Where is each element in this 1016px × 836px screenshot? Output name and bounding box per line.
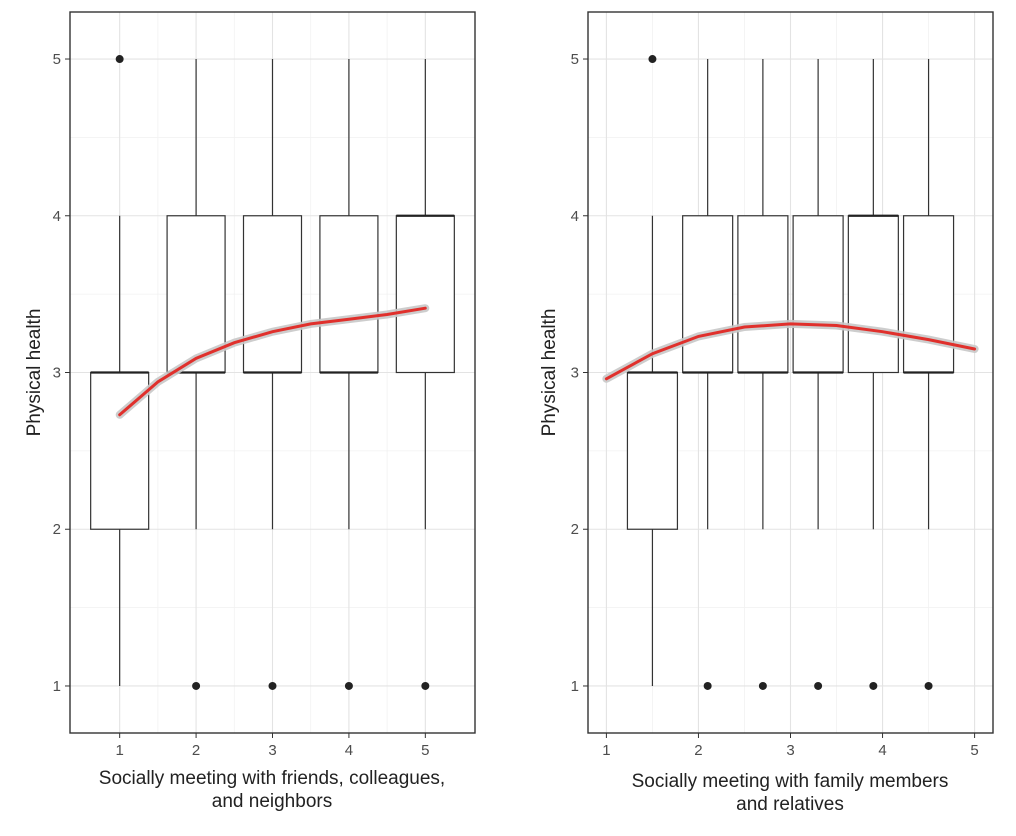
x-axis-title-line-2: and relatives <box>736 794 844 815</box>
x-axis-title-line-2: and neighbors <box>212 791 332 812</box>
y-axis-title: Physical health <box>539 309 560 437</box>
box-group-3 <box>242 59 303 690</box>
y-tick-label: 5 <box>571 51 579 68</box>
outlier-point <box>869 681 878 690</box>
box-rect <box>792 215 844 374</box>
box-group-2 <box>166 59 226 690</box>
outlier-point <box>268 681 277 690</box>
box-rect <box>847 215 899 374</box>
x-tick-label: 5 <box>421 742 429 759</box>
y-tick-label: 1 <box>53 678 61 695</box>
x-tick-label: 3 <box>786 742 794 759</box>
box-rect <box>626 371 679 530</box>
x-tick-label: 4 <box>878 742 886 759</box>
outlier-point <box>648 55 657 64</box>
y-axis-title: Physical health <box>24 309 45 437</box>
box-rect <box>395 215 455 374</box>
outlier-point <box>344 681 353 690</box>
box-rect <box>902 215 955 374</box>
box-rect <box>242 215 303 374</box>
box-group-3 <box>737 59 789 690</box>
y-tick-label: 2 <box>571 521 579 538</box>
box-rect <box>90 371 150 530</box>
x-tick-label: 3 <box>268 742 276 759</box>
box-rect <box>682 215 734 374</box>
smooth-trend-line <box>604 322 977 381</box>
box-group-5 <box>395 59 455 690</box>
y-tick-label: 3 <box>53 365 61 382</box>
y-tick-label: 4 <box>571 208 579 225</box>
y-tick-label: 3 <box>571 365 579 382</box>
outlier-point <box>758 681 767 690</box>
x-tick-label: 1 <box>602 742 610 759</box>
x-tick-label: 5 <box>970 742 978 759</box>
outlier-point <box>115 55 124 64</box>
outlier-point <box>421 681 430 690</box>
box-group-5 <box>847 59 899 690</box>
x-tick-label: 2 <box>694 742 702 759</box>
outlier-point <box>814 681 823 690</box>
outlier-point <box>192 681 201 690</box>
x-axis-title-line-1: Socially meeting with friends, colleague… <box>99 768 445 789</box>
box-group-2 <box>682 59 734 690</box>
y-tick-label: 5 <box>53 51 61 68</box>
box-rect <box>737 215 789 374</box>
y-tick-label: 1 <box>571 678 579 695</box>
chart-panel-1: 1 2 3 4 5 1 2 3 4 5 Physical health Socially meetin… <box>24 11 476 812</box>
x-axis-title-line-1: Socially meeting with family members <box>632 771 949 792</box>
box-group-1 <box>626 55 679 686</box>
y-tick-label: 2 <box>53 521 61 538</box>
box-group-1 <box>90 55 150 686</box>
outlier-point <box>703 681 712 690</box>
x-tick-label: 2 <box>192 742 200 759</box>
chart-panel-2: 1 2 3 4 5 1 2 3 4 5 Physical health Socially meetin… <box>539 11 994 815</box>
box-group-4 <box>792 59 844 690</box>
smooth-trend-line <box>118 306 427 417</box>
outlier-point <box>924 681 933 690</box>
y-tick-label: 4 <box>53 208 61 225</box>
x-tick-label: 1 <box>115 742 123 759</box>
box-rect <box>319 215 379 374</box>
x-tick-label: 4 <box>345 742 353 759</box>
box-group-4 <box>319 59 379 690</box>
